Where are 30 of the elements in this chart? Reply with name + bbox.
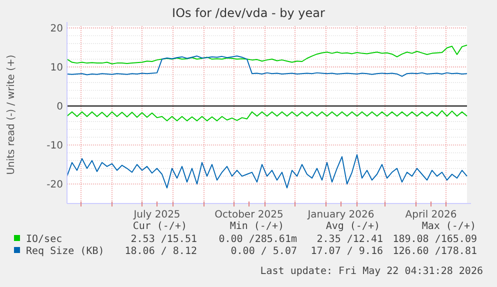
x-tick-label: April 2026 — [405, 210, 457, 220]
text: 0.00 /285.61m — [218, 234, 297, 245]
legend-label: IO/sec — [26, 234, 62, 245]
legend-label: Req Size (KB) — [26, 246, 104, 257]
text: Cur (-/+) — [132, 221, 187, 232]
y-tick-label: 10 — [50, 62, 63, 74]
y-axis-title: Units read (-) / write (+) — [6, 54, 17, 175]
chart-title: IOs for /dev/vda - by year — [172, 6, 326, 20]
x-tick-label: October 2025 — [214, 210, 284, 220]
text: 17.07 / 9.16 — [310, 246, 383, 257]
text: Min (-/+) — [230, 221, 284, 232]
text: 2.35 /12.41 — [316, 234, 383, 245]
text: 18.06 / 8.12 — [124, 246, 197, 257]
text: 189.08 /165.09 — [392, 234, 477, 245]
x-tick-label: July 2025 — [132, 210, 180, 220]
x-tick-label: January 2026 — [306, 210, 374, 220]
text: Last update: Fri May 22 04:31:28 2026 — [260, 266, 483, 277]
line-series — [66, 110, 468, 122]
y-tick-label: -20 — [46, 179, 63, 190]
text: 126.60 /178.81 — [392, 246, 477, 257]
text: Max (-/+) — [422, 221, 476, 232]
y-tick-label: 20 — [50, 23, 63, 34]
text: 2.53 /15.51 — [130, 234, 197, 245]
line-series — [66, 154, 468, 188]
y-tick-label: 0 — [56, 101, 63, 112]
y-tick-label: -10 — [46, 140, 63, 152]
text: Avg (-/+) — [326, 221, 380, 232]
line-series — [66, 44, 468, 64]
line-series — [66, 56, 468, 77]
text: 0.00 / 5.07 — [230, 246, 297, 257]
